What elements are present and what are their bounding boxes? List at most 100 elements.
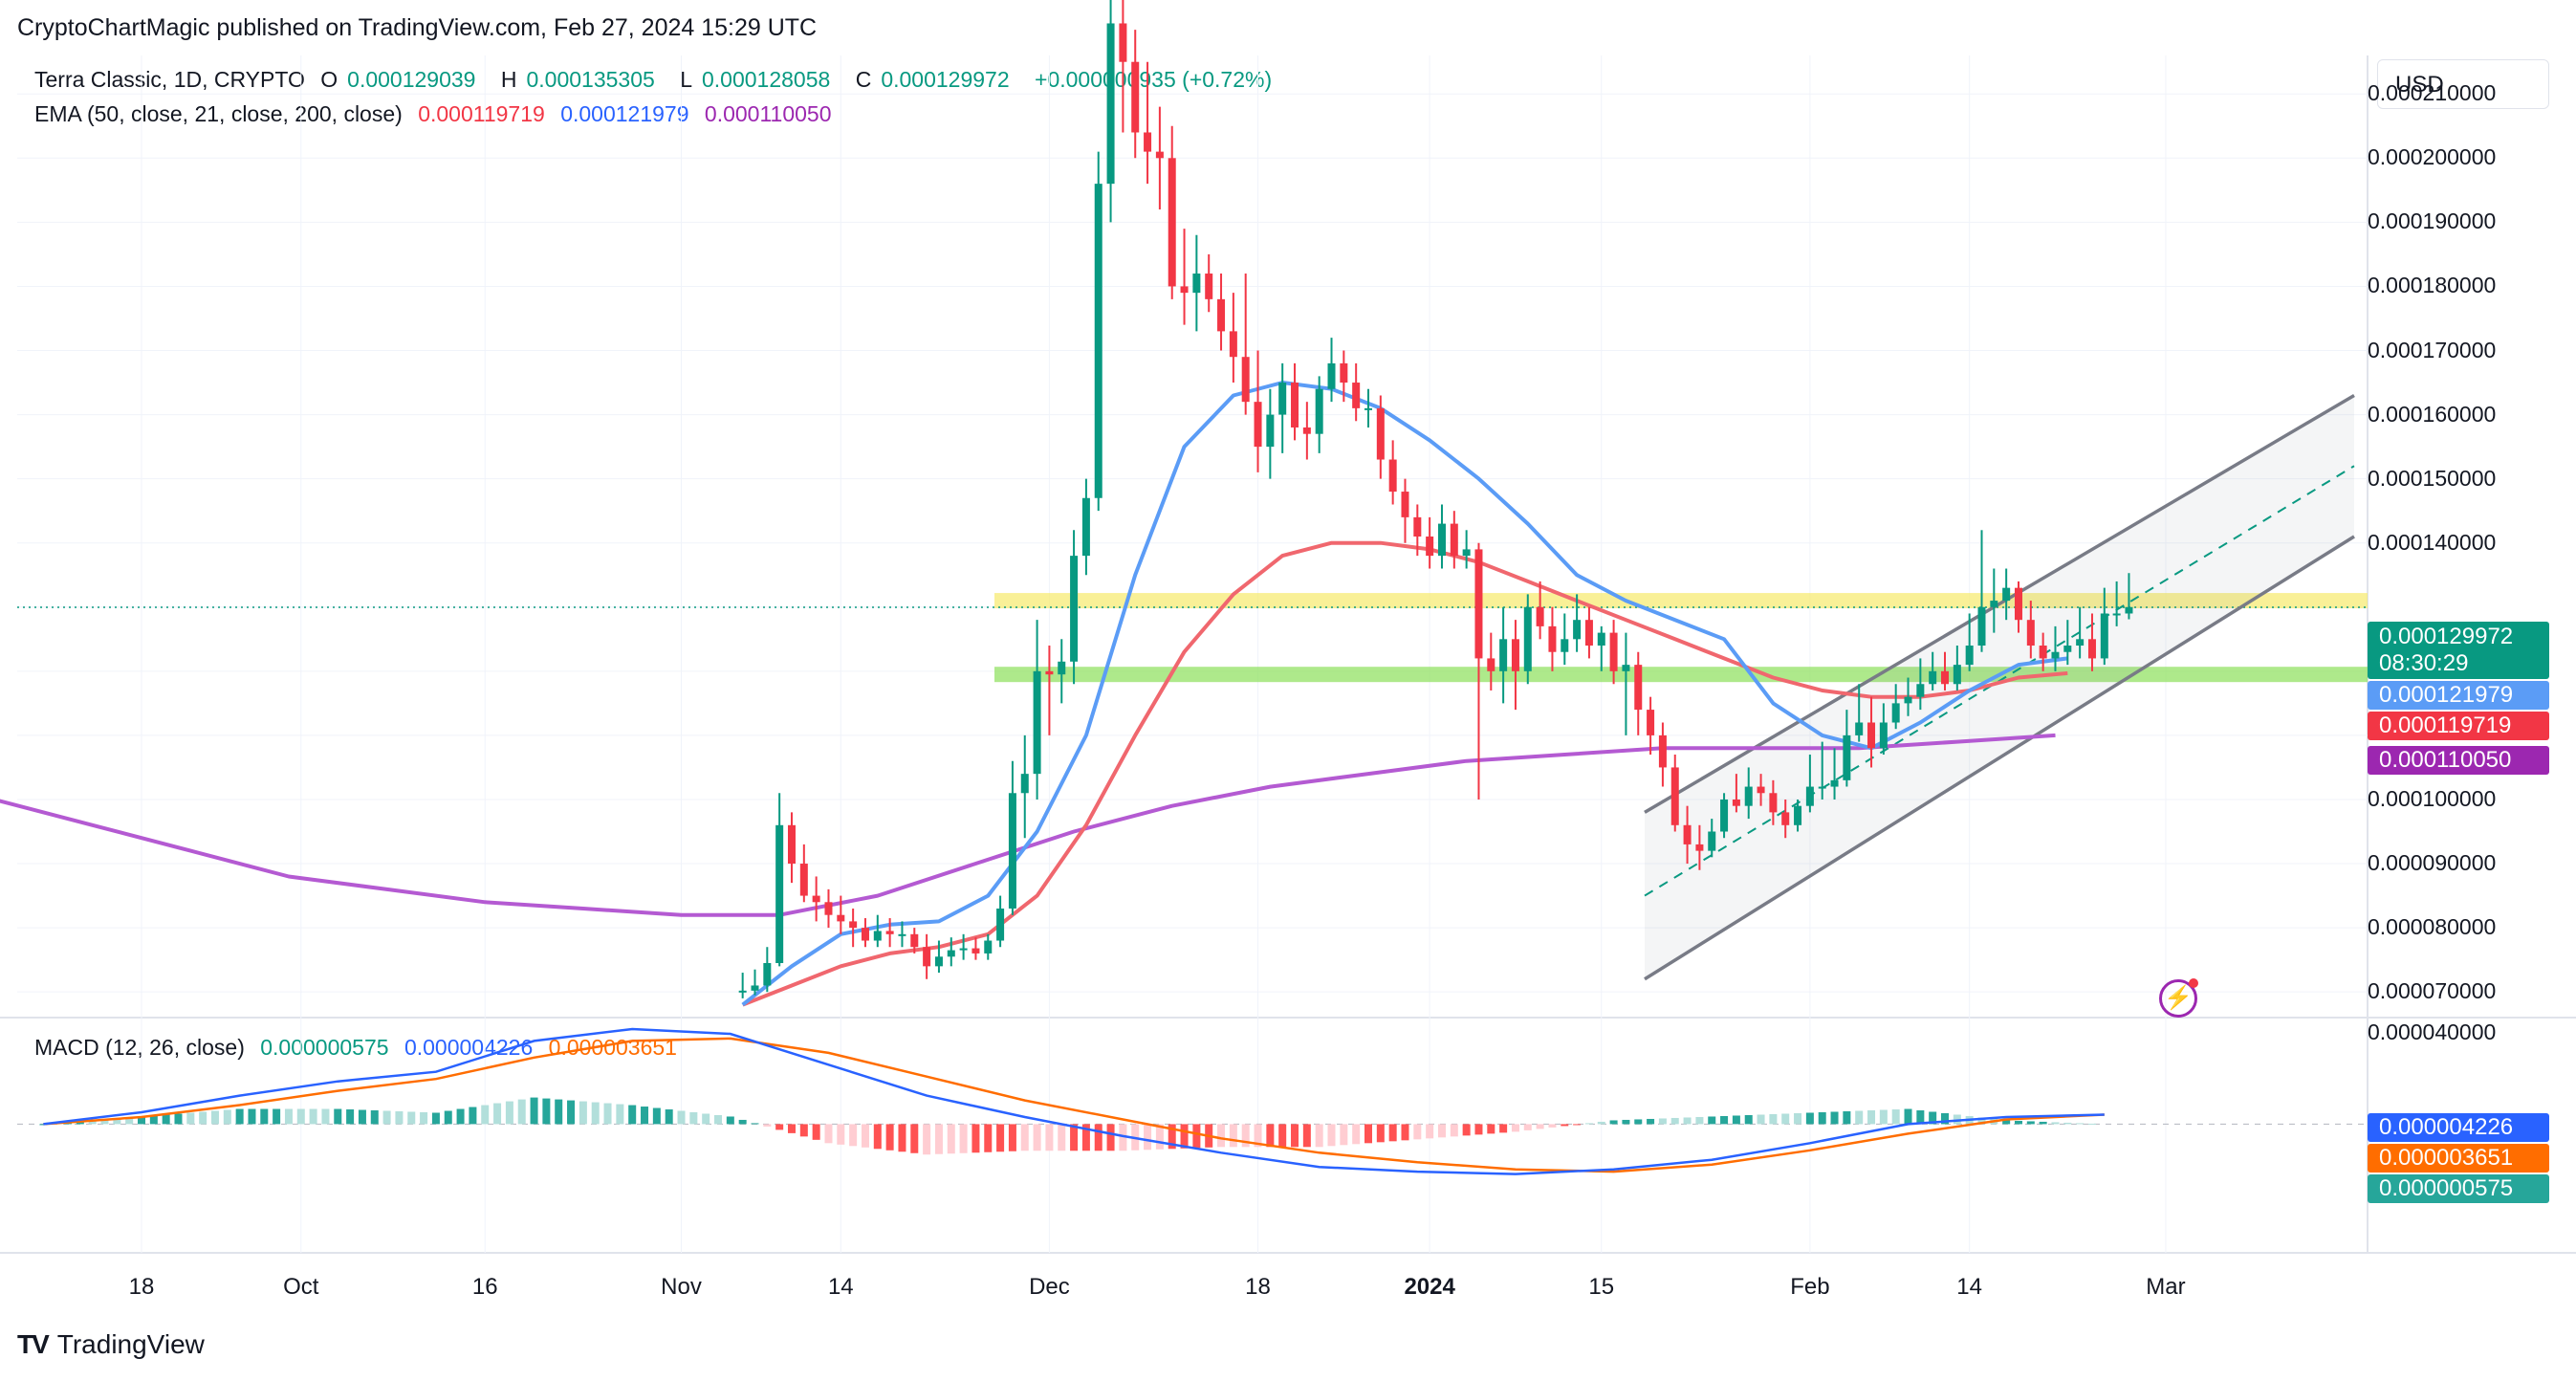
candle-body: [1462, 549, 1471, 557]
alert-bolt-icon[interactable]: ⚡: [2159, 978, 2198, 1018]
candle-body: [1070, 556, 1079, 662]
candle-body: [2014, 587, 2022, 621]
candle-body: [1891, 703, 1900, 723]
macd-hist-bar: [1229, 1124, 1237, 1148]
candle-body: [1523, 606, 1532, 671]
macd-hist-bar: [456, 1108, 465, 1125]
macd-hist-bar: [1020, 1124, 1029, 1151]
candle-body: [2125, 606, 2133, 614]
candle-body: [1511, 639, 1519, 671]
macd-hist-bar: [1340, 1124, 1348, 1146]
level-band-resistance: [994, 593, 2368, 609]
macd-hist-bar: [738, 1119, 747, 1125]
macd-hist-bar: [1867, 1110, 1876, 1125]
candle-body: [1474, 549, 1483, 659]
time-tick-label: 15: [1588, 1274, 1615, 1300]
macd-hist-bar: [1843, 1111, 1851, 1125]
macd-hist-bar: [1916, 1110, 1925, 1125]
ema200-value: 0.000110050: [704, 101, 832, 126]
candle-body: [1879, 722, 1888, 749]
macd-hist-bar: [1450, 1124, 1458, 1137]
price-tick-label: 0.000140000: [2368, 529, 2497, 555]
candle-body: [1229, 331, 1237, 358]
candle-body: [1904, 696, 1912, 704]
time-tick-label: 2024: [1404, 1274, 1455, 1300]
macd-hist-bar: [1536, 1124, 1544, 1129]
macd-hist-bar: [1291, 1124, 1299, 1148]
symbol-title: Terra Classic, 1D, CRYPTO: [34, 67, 305, 92]
candle-body: [1597, 632, 1605, 647]
candle-body: [1499, 639, 1508, 671]
low-value: 0.000128058: [702, 67, 831, 92]
candle-body: [1340, 362, 1348, 384]
macd-hist-bar: [751, 1123, 759, 1125]
candle-body: [1144, 132, 1152, 152]
macd-hist-bar: [1622, 1119, 1630, 1125]
macd-hist-bar: [1855, 1110, 1864, 1125]
price-legend: Terra Classic, 1D, CRYPTO O 0.000129039 H…: [34, 67, 1273, 92]
macd-hist-bar: [849, 1124, 858, 1147]
macd-hist-bar: [334, 1108, 342, 1125]
macd-line: [43, 1027, 2105, 1175]
candle-body: [1965, 646, 1974, 666]
macd-hist-bar: [2002, 1120, 2011, 1125]
close-value: 0.000129972: [881, 67, 1010, 92]
candle-body: [1364, 407, 1372, 410]
macd-hist-bar: [1573, 1124, 1582, 1126]
macd-hist-bar: [370, 1110, 379, 1125]
macd-hist-bar: [1426, 1124, 1434, 1139]
time-tick-label: Oct: [283, 1274, 319, 1300]
macd-hist-bar: [923, 1124, 931, 1155]
macd-hist-bar: [1008, 1124, 1016, 1151]
candle-body: [1254, 402, 1262, 448]
candle-body: [1302, 427, 1311, 434]
time-tick-label: Nov: [661, 1274, 702, 1300]
countdown: 08:30:29: [2379, 650, 2469, 676]
time-tick-label: 14: [1956, 1274, 1983, 1300]
currency-selector[interactable]: USD: [2377, 59, 2549, 109]
candle-body: [1916, 684, 1925, 697]
open-value: 0.000129039: [347, 67, 476, 92]
candle-body: [1426, 537, 1434, 557]
macd-hist-bar: [1315, 1124, 1323, 1148]
macd-hist-bar: [407, 1111, 416, 1125]
candle-body: [1388, 459, 1397, 493]
candle-body: [1315, 388, 1323, 434]
macd-signal-tag: 0.000003651: [2368, 1144, 2549, 1173]
candle-body: [1401, 492, 1409, 517]
candle-body: [885, 931, 894, 934]
macd-hist-bar: [934, 1124, 943, 1154]
macd-hist-bar: [1647, 1118, 1655, 1125]
price-tick-label: 0.000070000: [2368, 978, 2497, 1004]
ema50-value: 0.000119719: [418, 101, 545, 126]
macd-hist-bar: [652, 1107, 661, 1125]
price-tick-label: 0.000180000: [2368, 273, 2497, 298]
macd-hist-bar: [542, 1098, 551, 1125]
candle-body: [2087, 639, 2096, 659]
macd-hist-bar: [100, 1119, 109, 1125]
price-tick-label: 0.000200000: [2368, 144, 2497, 170]
macd-hist-bar: [971, 1124, 980, 1153]
candle-body: [1805, 786, 1814, 806]
time-tick-label: 18: [1245, 1274, 1271, 1300]
macd-hist-bar: [149, 1115, 158, 1125]
macd-hist-tag: 0.000000575: [2368, 1174, 2549, 1203]
candle-body: [1045, 670, 1054, 675]
price-tick-label: 0.000090000: [2368, 850, 2497, 876]
macd-hist-bar: [223, 1109, 231, 1125]
macd-hist-bar: [2087, 1123, 2096, 1125]
macd-hist-bar: [555, 1099, 563, 1125]
macd-hist-bar: [321, 1108, 330, 1125]
macd-hist-bar: [763, 1124, 772, 1127]
macd-hist-bar: [1081, 1124, 1090, 1151]
ema50-tag: 0.000119719: [2368, 712, 2549, 740]
macd-hist-bar: [861, 1124, 869, 1148]
candle-body: [1818, 786, 1826, 789]
macd-hist-bar: [1548, 1124, 1557, 1128]
macd-hist-bar: [1302, 1124, 1311, 1148]
candle-body: [1720, 799, 1729, 832]
macd-hist-bar: [1266, 1124, 1275, 1148]
macd-signal-line: [43, 1037, 2105, 1173]
macd-hist-bar: [1376, 1124, 1385, 1143]
